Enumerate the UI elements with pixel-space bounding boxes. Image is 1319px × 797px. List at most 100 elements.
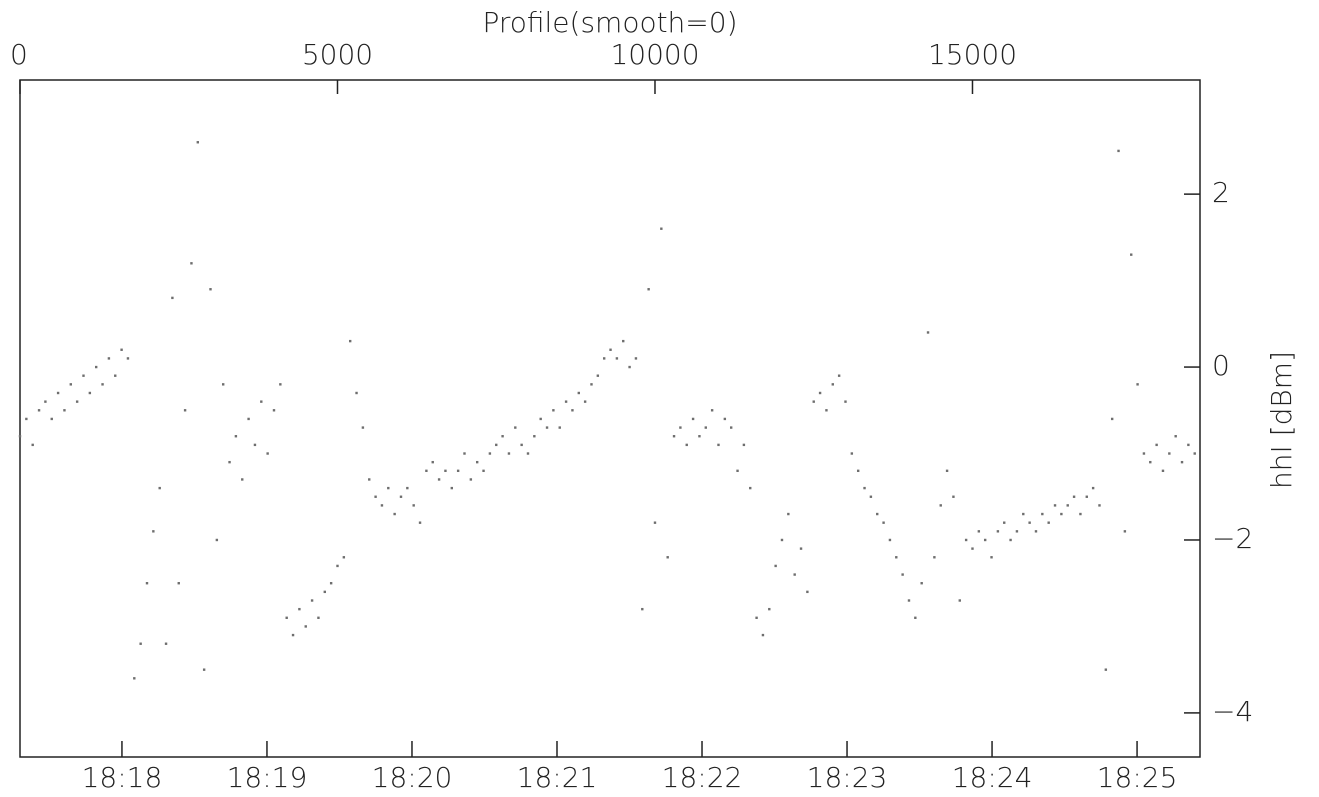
- point: [761, 633, 765, 637]
- point: [1009, 538, 1012, 542]
- point: [926, 331, 930, 334]
- point: [279, 383, 282, 386]
- point: [958, 599, 961, 602]
- point: [469, 478, 473, 481]
- point: [355, 391, 358, 395]
- point: [552, 409, 555, 412]
- point: [787, 512, 790, 516]
- point: [831, 383, 834, 386]
- point: [450, 486, 453, 490]
- point: [1047, 521, 1050, 524]
- point: [31, 443, 34, 447]
- point: [1091, 486, 1095, 490]
- point: [475, 460, 479, 464]
- point: [291, 633, 295, 637]
- point: [69, 383, 72, 386]
- point: [310, 599, 314, 602]
- point: [837, 374, 841, 377]
- point: [1028, 521, 1031, 524]
- point: [202, 668, 206, 671]
- point: [63, 409, 66, 412]
- point: [285, 616, 288, 619]
- point: [615, 357, 619, 360]
- point: [228, 460, 231, 464]
- point: [234, 435, 238, 438]
- point: [806, 590, 809, 594]
- point: [56, 391, 60, 395]
- point: [749, 486, 752, 490]
- point: [406, 486, 409, 490]
- x2-tick-label: 18:19: [227, 761, 308, 794]
- x-tick-label: 10000: [610, 38, 699, 71]
- point: [209, 288, 212, 291]
- point: [952, 495, 955, 498]
- point: [241, 478, 244, 481]
- point: [1130, 253, 1133, 256]
- point: [1180, 460, 1184, 464]
- point: [964, 538, 968, 542]
- point: [418, 521, 422, 524]
- point: [1072, 495, 1076, 498]
- point: [82, 374, 85, 377]
- point: [641, 607, 644, 611]
- point: [602, 357, 606, 360]
- point: [374, 495, 377, 498]
- point: [685, 443, 688, 447]
- point: [1155, 443, 1158, 447]
- point: [145, 582, 149, 585]
- point: [977, 530, 981, 533]
- y-tick-label: 2: [1212, 176, 1230, 209]
- point: [679, 426, 682, 429]
- point: [507, 452, 511, 455]
- point: [736, 469, 739, 473]
- point: [818, 391, 822, 395]
- point: [888, 538, 892, 542]
- point: [571, 409, 574, 412]
- point: [882, 521, 885, 524]
- point: [44, 400, 47, 403]
- point: [253, 443, 257, 447]
- point: [50, 417, 53, 421]
- point: [863, 486, 866, 490]
- point: [1149, 460, 1152, 464]
- point: [945, 469, 949, 473]
- point: [895, 556, 898, 559]
- point: [634, 357, 638, 360]
- point: [190, 262, 193, 265]
- point: [844, 400, 847, 403]
- point: [520, 443, 523, 447]
- point: [825, 409, 828, 412]
- point: [577, 391, 580, 395]
- point: [348, 339, 352, 343]
- x2-tick-label: 18:21: [517, 761, 598, 794]
- point: [1041, 512, 1044, 516]
- point: [564, 400, 568, 403]
- point: [126, 357, 130, 360]
- point: [768, 607, 771, 611]
- point: [1015, 530, 1019, 533]
- point: [183, 409, 187, 412]
- chart-title: Profile(smooth=0): [482, 6, 737, 39]
- point: [1142, 452, 1146, 455]
- point: [482, 469, 485, 473]
- point: [399, 495, 403, 498]
- point: [609, 348, 612, 351]
- point: [653, 521, 657, 524]
- point: [393, 512, 396, 516]
- point: [139, 642, 142, 645]
- point: [907, 599, 911, 602]
- point: [996, 530, 1000, 533]
- point: [933, 556, 936, 559]
- point: [1174, 435, 1177, 438]
- point: [342, 556, 346, 559]
- point: [329, 582, 333, 585]
- x2-tick-label: 18:18: [82, 761, 163, 794]
- point: [622, 339, 625, 343]
- point: [920, 582, 923, 585]
- point: [247, 417, 250, 421]
- point: [729, 426, 733, 429]
- point: [25, 417, 28, 421]
- point: [488, 452, 492, 455]
- y-tick-label: 0: [1212, 349, 1230, 382]
